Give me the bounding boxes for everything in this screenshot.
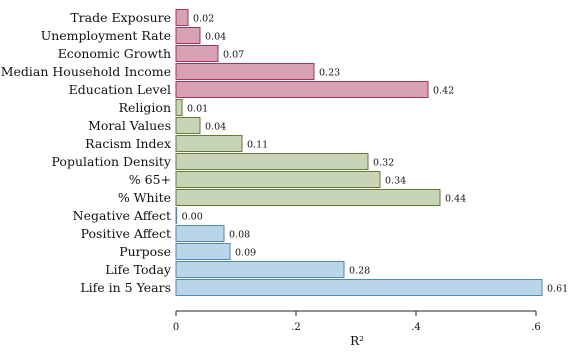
bar bbox=[175, 207, 178, 224]
bar bbox=[175, 81, 429, 98]
bar bbox=[175, 171, 381, 188]
bar bbox=[175, 117, 201, 134]
bar bbox=[175, 135, 243, 152]
category-label: Median Household Income bbox=[1, 64, 171, 79]
bar bbox=[175, 27, 201, 44]
value-label: 0.28 bbox=[349, 266, 370, 277]
category-label: Racism Index bbox=[85, 136, 171, 151]
category-label: Positive Affect bbox=[81, 226, 171, 241]
category-label: Education Level bbox=[69, 82, 171, 97]
category-label: Life Today bbox=[105, 262, 172, 277]
x-tick-label: 0 bbox=[173, 322, 179, 333]
category-label: % White bbox=[118, 190, 171, 205]
category-label: Unemployment Rate bbox=[41, 28, 171, 43]
bar bbox=[175, 9, 189, 26]
value-label: 0.42 bbox=[433, 86, 454, 97]
value-label: 0.08 bbox=[229, 230, 250, 241]
value-label: 0.23 bbox=[319, 68, 340, 79]
x-axis: 0 .2 .4 .6 bbox=[173, 310, 541, 333]
x-tick-label: .6 bbox=[531, 322, 541, 333]
bar bbox=[175, 45, 219, 62]
bars-layer bbox=[175, 9, 543, 296]
value-label: 0.01 bbox=[187, 104, 208, 115]
category-label: Negative Affect bbox=[73, 208, 171, 223]
value-label: 0.00 bbox=[182, 212, 203, 223]
value-label: 0.44 bbox=[445, 194, 466, 205]
bar bbox=[175, 99, 183, 116]
category-label: % 65+ bbox=[129, 172, 171, 187]
bar bbox=[175, 243, 231, 260]
x-axis-title: R² bbox=[350, 334, 364, 348]
category-label: Purpose bbox=[119, 244, 171, 259]
bar bbox=[175, 63, 315, 80]
bar bbox=[175, 225, 225, 242]
value-label: 0.11 bbox=[247, 140, 268, 151]
x-tick-label: .2 bbox=[291, 322, 301, 333]
value-label: 0.07 bbox=[223, 50, 244, 61]
value-label: 0.04 bbox=[205, 32, 226, 43]
value-label: 0.09 bbox=[235, 248, 256, 259]
value-labels: 0.02 0.04 0.07 0.23 0.42 0.01 0.04 0.11 0.32 0.34… bbox=[182, 14, 569, 295]
category-label: Economic Growth bbox=[58, 46, 171, 61]
bar bbox=[175, 189, 441, 206]
value-label: 0.02 bbox=[193, 14, 214, 25]
x-tick-label: .4 bbox=[411, 322, 421, 333]
category-label: Life in 5 Years bbox=[80, 280, 171, 295]
category-label: Religion bbox=[119, 100, 171, 115]
category-label: Trade Exposure bbox=[70, 10, 171, 25]
bar bbox=[175, 261, 345, 278]
value-label: 0.34 bbox=[385, 176, 406, 187]
category-label: Moral Values bbox=[88, 118, 171, 133]
value-label: 0.32 bbox=[373, 158, 394, 169]
category-labels: Trade Exposure Unemployment Rate Economic … bbox=[1, 10, 172, 295]
category-label: Population Density bbox=[52, 154, 172, 169]
bar bbox=[175, 153, 369, 170]
value-label: 0.61 bbox=[547, 284, 568, 295]
value-label: 0.04 bbox=[205, 122, 226, 133]
bar bbox=[175, 279, 543, 296]
